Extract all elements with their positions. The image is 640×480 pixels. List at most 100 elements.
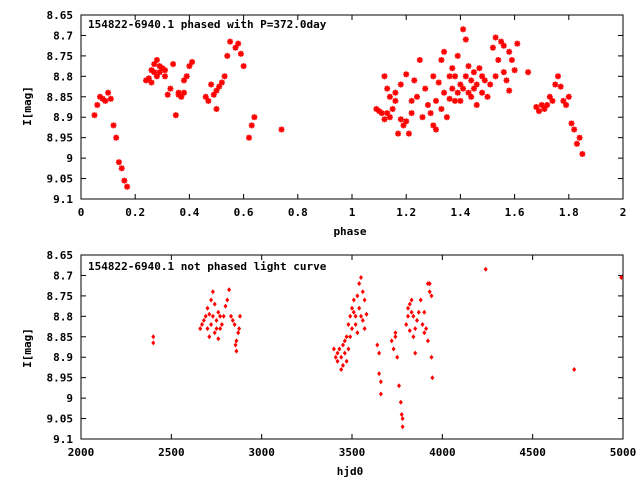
phased-data-point [105,89,112,96]
star-marker-stroke [492,34,499,41]
unphased-data-point [219,322,224,327]
unphased-data-point [422,309,427,315]
star-marker-stroke [178,94,185,100]
phased-data-point [573,140,580,147]
star-marker-stroke [392,98,399,104]
phased-data-point [511,67,518,74]
phased-data-point [397,116,404,123]
star-marker-stroke [202,94,209,100]
unphased-data-point [207,334,212,340]
unphased-x-tick-label: 2500 [158,446,185,459]
unphased-x-tick-label: 5000 [610,446,637,459]
unphased-data-point [359,313,363,319]
phased-data-point [381,73,388,80]
star-marker-stroke [460,85,466,92]
star-marker-stroke [238,51,244,57]
phased-data-point [167,85,174,92]
phased-y-tick-label: 8.8 [53,70,73,83]
phased-data-point [427,110,434,117]
star-marker-stroke [251,114,258,120]
phased-data-point [489,44,496,51]
star-marker-stroke [449,85,456,92]
unphased-data-point [209,322,214,327]
unphased-data-point [200,322,204,327]
star-marker-stroke [495,57,502,63]
unphased-data-point [218,313,223,319]
phased-data-point [202,93,209,100]
unphased-data-point [212,330,217,336]
unphased-data-point [416,309,421,315]
phased-x-tick-label: 1 [349,206,356,219]
star-marker-stroke [232,44,239,51]
phased-data-point [208,81,215,88]
unphased-data-point [346,322,351,327]
phased-data-point [479,89,486,96]
star-marker-stroke [549,98,556,104]
star-marker-stroke [146,75,152,82]
unphased-data-point [210,313,215,319]
unphased-data-point [355,330,360,336]
phased-data-point [397,81,404,88]
star-marker-stroke [566,94,572,100]
unphased-data-point [353,313,358,319]
star-marker-stroke [148,79,155,86]
star-marker-stroke [460,26,466,33]
unphased-data-point [362,297,367,303]
phased-data-point [465,63,472,70]
phased-data-point [568,120,575,127]
star-marker-stroke [208,81,214,88]
star-marker-stroke [162,73,168,80]
star-marker-stroke [175,89,182,96]
star-marker-stroke [555,73,561,80]
unphased-data-point [221,313,226,319]
phased-plot-xlabel: phase [333,225,366,238]
phased-data-point [232,44,239,51]
phased-data-point [153,73,160,80]
phased-y-tick-label: 8.85 [47,91,74,104]
star-marker-stroke [576,134,583,141]
phased-plot-ylabel: I[mag] [21,86,34,126]
unphased-data-point [362,326,367,332]
phased-data-point [462,36,469,43]
phased-data-point [500,69,507,76]
phased-data-point [162,73,168,80]
phased-data-point [151,69,158,76]
phased-x-tick-label: 0.2 [125,206,145,219]
unphased-y-tick-label: 9.1 [53,433,73,446]
star-marker-stroke [557,83,564,90]
unphased-x-tick-label: 3500 [339,446,366,459]
phased-data-point [400,122,407,129]
unphased-data-point [393,330,398,336]
phased-data-point [503,77,510,84]
phased-data-point [210,91,217,98]
phased-data-point [433,126,439,133]
phased-data-point [438,57,445,63]
unphased-plot-frame [80,254,624,440]
phased-data-point [246,134,252,141]
unphased-data-point [422,330,427,336]
star-marker-stroke [563,102,569,108]
phased-data-point [460,85,467,92]
star-marker-stroke [392,89,399,96]
phased-data-point [435,79,442,86]
phased-data-point [476,65,483,72]
star-marker-stroke [490,44,496,51]
phased-data-point [525,69,532,76]
star-marker-stroke [148,67,155,73]
phased-data-point [508,57,515,63]
unphased-y-tick-label: 8.8 [53,310,73,323]
phased-data-point [454,89,461,96]
phased-x-tick-label: 0.8 [288,206,308,219]
star-marker-stroke [501,42,507,49]
phased-data-point [555,73,561,80]
unphased-data-point [427,289,432,295]
unphased-data-point [389,338,394,344]
star-marker-stroke [503,77,510,84]
unphased-data-point [619,275,624,280]
phased-x-tick-label: 2 [620,206,627,219]
phased-x-tick-label: 1.4 [450,206,470,219]
star-marker-stroke [205,98,212,104]
star-marker-stroke [571,126,577,133]
unphased-data-point [429,354,434,360]
unphased-data-point [378,379,383,385]
